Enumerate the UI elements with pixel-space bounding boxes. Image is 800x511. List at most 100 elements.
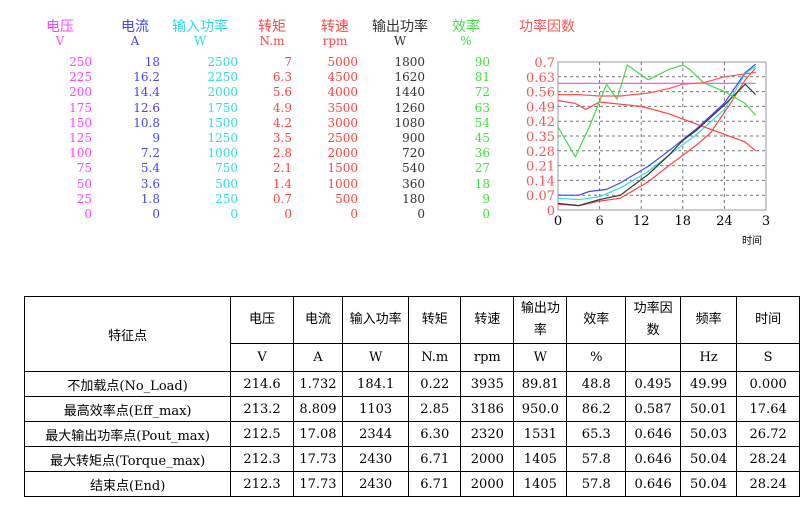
axis-name: 效率 (452, 19, 480, 35)
table-cell: 89.81 (513, 371, 568, 397)
axis-tick-label: 9 (482, 191, 490, 206)
table-cell: 0.22 (408, 371, 462, 397)
axis-tick-label: 4.9 (272, 100, 292, 115)
unit-cell: A (292, 343, 344, 372)
axis-tick-label: 5.4 (140, 161, 160, 176)
table-cell: 1.732 (292, 371, 344, 397)
table-cell: 1531 (513, 421, 568, 447)
table-cell: 212.5 (230, 421, 294, 447)
axis-tick-label: 0 (417, 207, 425, 221)
table-cell: 28.24 (736, 471, 800, 497)
table-cell: 49.99 (679, 371, 738, 397)
axis-tick-label: 125 (69, 131, 92, 145)
axis-tick-label: 6.3 (272, 70, 292, 85)
axis-tick-label: 900 (402, 131, 425, 145)
axis-unit: N.m (259, 34, 285, 48)
table-cell: 213.2 (230, 396, 294, 422)
table-cell: 0.000 (736, 371, 800, 397)
table-cell: 结束点(End) (23, 471, 232, 497)
header-cell: 电流 (292, 296, 344, 344)
axis-tick-label: 0 (84, 207, 92, 221)
axis-tick-label: 54 (474, 115, 490, 130)
axis-tick-label: 1000 (327, 176, 358, 191)
axis-tick-label: 5000 (327, 55, 358, 69)
axis-tick-label: 2500 (207, 55, 238, 69)
table-cell: 不加载点(No_Load) (23, 371, 232, 397)
axis-tick-label: 1000 (207, 146, 238, 161)
axis-tick-label: 1080 (394, 115, 425, 130)
pf-tick-label: 0.56 (526, 86, 555, 101)
table-cell: 8.809 (292, 396, 344, 422)
axis-tick-label: 0 (230, 207, 238, 221)
axis-name: 输出功率 (372, 19, 428, 35)
axis-tick-label: 16.2 (133, 70, 160, 85)
axis-unit: W (193, 34, 207, 48)
table-cell: 最大输出功率点(Pout_max) (23, 421, 232, 447)
table-cell: 2430 (342, 471, 410, 497)
table-cell: 2430 (342, 446, 410, 472)
axis-tick-label: 2250 (207, 70, 238, 85)
series-line-5 (557, 83, 757, 207)
table-cell: 86.2 (566, 396, 627, 422)
pf-tick-label: 0.21 (526, 160, 555, 175)
series-line-4 (557, 99, 756, 152)
header-cell: 时间 (736, 296, 800, 344)
axis-tick-label: 1500 (207, 115, 238, 130)
axis-tick-label: 1.4 (272, 176, 292, 191)
axis-tick-label: 1260 (394, 100, 425, 115)
axis-tick-label: 81 (474, 70, 490, 85)
pf-tick-label: 0.35 (526, 130, 555, 145)
axis-tick-label: 36 (474, 146, 490, 161)
axis-tick-label: 1800 (394, 55, 425, 69)
table-cell: 26.72 (736, 421, 800, 447)
axis-tick-label: 50 (76, 176, 92, 191)
table-cell: 1405 (513, 446, 568, 472)
table-cell: 0.587 (625, 396, 681, 422)
axis-tick-label: 90 (474, 55, 490, 69)
table-cell: 950.0 (513, 396, 568, 422)
series-line-2 (557, 65, 756, 201)
table-cell: 0.495 (625, 371, 681, 397)
table-cell: 2344 (342, 421, 410, 447)
axis-tick-label: 540 (402, 161, 425, 176)
header-cell: 转矩 (408, 296, 462, 344)
axis-tick-label: 500 (335, 191, 358, 206)
table-cell: 48.8 (566, 371, 627, 397)
table-cell: 0.646 (625, 471, 681, 497)
table-unit-row: V A W N.m rpm W% Hz S (25, 343, 800, 372)
axis-tick-label: 4.2 (272, 115, 292, 130)
axis-tick-label: 2500 (327, 131, 358, 145)
unit-cell: V (230, 343, 294, 372)
header-cell: 输出功率 (513, 296, 568, 344)
axis-tick-label: 360 (402, 176, 425, 191)
table-cell: 3186 (460, 396, 515, 422)
axis-unit: W (393, 34, 407, 48)
performance-chart: 0.70.630.560.490.420.350.280.210.140.070… (526, 56, 770, 247)
axis-tick-label: 250 (69, 55, 92, 69)
table-cell: 2000 (460, 471, 515, 497)
header-cell: 特征点 (23, 296, 232, 372)
axis-tick-label: 1750 (207, 100, 238, 115)
axis-tick-label: 500 (215, 176, 238, 191)
axis-tick-label: 18 (474, 176, 490, 191)
table-cell: 50.04 (679, 446, 738, 472)
axis-tick-label: 4500 (327, 70, 358, 85)
axis-tick-label: 18 (144, 55, 160, 69)
table-cell: 0.646 (625, 446, 681, 472)
axis-tick-label: 5.6 (272, 85, 292, 100)
unit-cell: rpm (460, 343, 515, 372)
axis-tick-label: 150 (69, 115, 92, 130)
header-cell: 输入功率 (342, 296, 410, 344)
table-cell: 2.85 (408, 396, 462, 422)
x-tick-label: 18 (675, 214, 692, 229)
series-line-3 (557, 67, 757, 207)
unit-cell: % (566, 343, 627, 372)
axis-tick-label: 250 (215, 191, 238, 206)
table-cell: 1405 (513, 471, 568, 497)
x-tick-label: 12 (633, 214, 650, 229)
table-header-row: 特征点 电压 电流 输入功率 转矩 转速 输出功率 效率 功率因数 频率 时间 (23, 296, 800, 372)
table-row: 最大转矩点(Torque_max) 212.3 17.73 2430 6.71 2000 1… (23, 446, 800, 472)
axis-tick-label: 2000 (327, 146, 358, 161)
pf-tick-label: 0 (547, 204, 555, 219)
axis-tick-label: 100 (69, 146, 92, 161)
